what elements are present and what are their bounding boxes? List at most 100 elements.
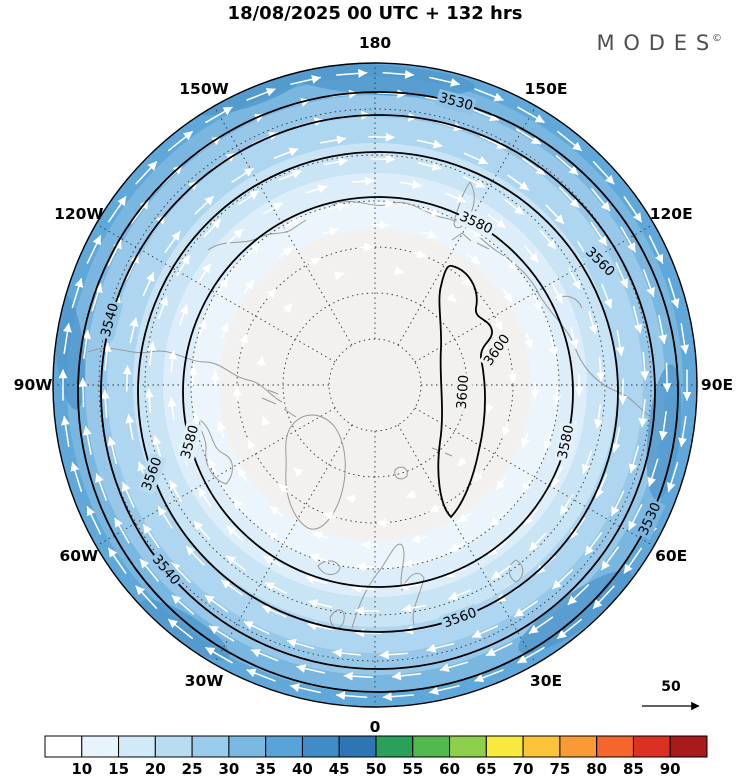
colorbar-cell (375, 735, 414, 758)
colorbar-cell (44, 735, 83, 758)
wind-arrow (82, 425, 92, 455)
wind-arrow (102, 342, 112, 371)
wind-arrow (178, 304, 189, 326)
wind-arrow (628, 504, 643, 531)
wind-arrow (210, 371, 220, 388)
colorbar: 10 15 20 25 30 35 40 45 50 55 60 65 70 75 80 85 90 (44, 735, 708, 778)
wind-arrow (167, 397, 177, 420)
wind-arrow (205, 106, 233, 124)
wind-arrow (524, 332, 533, 349)
wind-arrow (403, 558, 423, 568)
wind-arrow (640, 351, 650, 381)
wind-arrow (667, 277, 680, 309)
wind-arrow (361, 540, 378, 550)
longitude-line (96, 407, 336, 546)
wind-arrow (351, 176, 375, 186)
wind-arrow (517, 646, 545, 664)
wind-arrow (171, 594, 195, 615)
coastline-path (394, 466, 408, 480)
wind-arrow (203, 218, 222, 238)
wind-arrow (557, 130, 583, 152)
wind-arrow (226, 555, 246, 571)
wind-arrow (135, 585, 158, 609)
wind-arrow (379, 650, 409, 660)
wind-arrow (446, 292, 457, 303)
wind-arrow (487, 214, 506, 229)
wind-arrow (666, 461, 679, 493)
wind-arrow (82, 329, 92, 359)
wind-arrow (142, 524, 160, 548)
wind-arrow (413, 249, 427, 259)
wind-arrow (164, 230, 181, 253)
wind-arrow (592, 161, 615, 185)
wind-arrow (643, 269, 655, 297)
longitude-label: 90W (14, 376, 53, 394)
colorbar-cell (81, 735, 120, 758)
wind-arrow (590, 222, 608, 246)
wind-arrow (461, 276, 472, 287)
longitude-line (397, 106, 536, 346)
wind-arrow (611, 426, 621, 453)
wind-arrow (555, 155, 579, 176)
wind-arrow (135, 161, 158, 185)
height-contour-inner (437, 264, 493, 519)
wind-arrow (647, 458, 659, 487)
wind-arrow (100, 389, 110, 419)
copyright-mark: © (712, 33, 722, 44)
svg-text:3580: 3580 (555, 424, 578, 461)
colorbar-cell (669, 735, 708, 758)
wind-arrow (462, 176, 486, 188)
wind-arrow (615, 329, 625, 357)
wind-arrow (231, 167, 254, 183)
longitude-label: 60W (59, 547, 98, 565)
colorbar-tick: 15 (108, 760, 129, 778)
wind-arrow (263, 555, 283, 568)
longitude-label: 30W (185, 672, 224, 690)
wind-arrow (197, 319, 207, 339)
wind-arrow (147, 341, 157, 366)
longitude-label: 150E (525, 80, 568, 98)
coastline-path (87, 347, 283, 403)
wind-arrow (232, 386, 242, 401)
wind-arrow (489, 513, 505, 528)
wind-arrow (473, 471, 484, 482)
wind-arrow (457, 456, 468, 467)
wind-arrow (247, 439, 256, 452)
wind-arrow (503, 255, 518, 271)
wind-arrow (319, 135, 347, 145)
wind-arrow (278, 483, 289, 494)
wind-arrow (457, 512, 472, 523)
wind-arrow (107, 239, 122, 266)
wind-arrow (491, 565, 512, 580)
wind-arrow (308, 257, 321, 266)
wind-arrow (312, 531, 329, 540)
wind-arrow (445, 192, 467, 203)
wind-arrow (480, 135, 507, 149)
wind-arrow (548, 337, 558, 357)
wind-arrow (543, 431, 553, 451)
latitude-circle (190, 200, 560, 570)
height-contours (77, 91, 679, 693)
wind-arrow (60, 415, 70, 448)
longitude-label: 90E (701, 376, 733, 394)
wind-arrow (370, 154, 396, 164)
wind-arrow (368, 132, 395, 142)
colorbar-tick: 60 (439, 760, 460, 778)
wind-arrow (471, 625, 498, 638)
wind-arrow (569, 517, 586, 540)
wind-shading-ring (219, 229, 531, 541)
wind-arrow (332, 648, 361, 658)
wind-arrow (662, 362, 672, 393)
wind-arrow (208, 458, 218, 477)
wind-arrow (282, 303, 293, 314)
colorbar-cell (228, 735, 267, 758)
longitude-labels: 180 150E 120E 90E 60E 30E 0 30W 60W 90W 120W 150W (14, 34, 733, 736)
wind-arrow (417, 162, 442, 171)
wind-arrow (261, 415, 271, 426)
wind-arrow (582, 450, 593, 474)
wind-arrow (545, 204, 565, 225)
wind-arrow (484, 403, 494, 415)
wind-arrow (485, 642, 513, 657)
wind-arrow (335, 68, 368, 78)
